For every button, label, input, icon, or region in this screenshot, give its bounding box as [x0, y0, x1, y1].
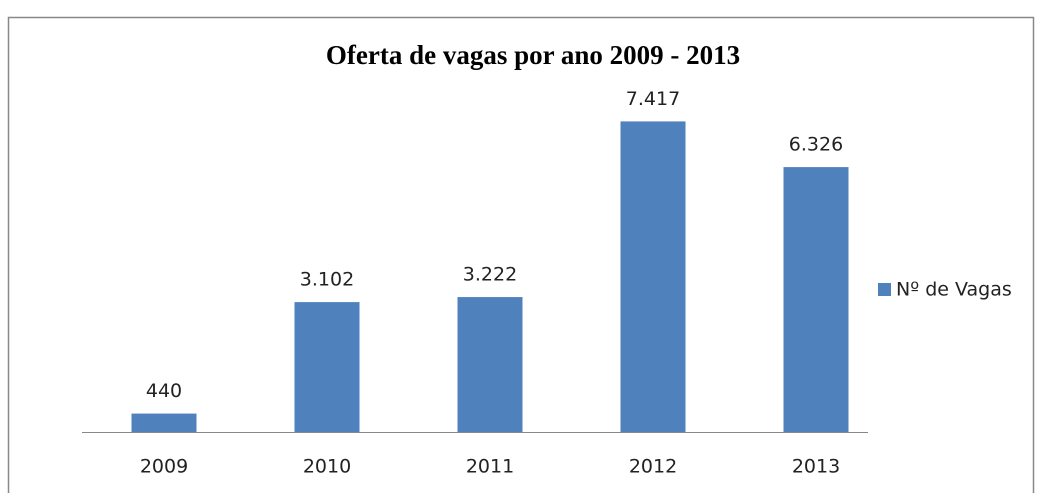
bar — [783, 167, 849, 432]
bar — [131, 413, 197, 432]
bar — [620, 121, 686, 433]
x-tick-label: 2011 — [466, 456, 514, 478]
value-label: 3.102 — [300, 269, 354, 291]
value-label: 3.222 — [463, 264, 517, 286]
value-label: 7.417 — [626, 88, 680, 110]
x-tick-label: 2013 — [792, 456, 840, 478]
x-tick-label: 2009 — [140, 456, 188, 478]
x-tick-label: 2012 — [629, 456, 677, 478]
legend-label: Nº de Vagas — [896, 279, 1012, 301]
value-label: 440 — [146, 380, 182, 402]
x-tick-label: 2010 — [303, 456, 351, 478]
legend-swatch — [878, 283, 891, 296]
bar — [294, 302, 360, 432]
value-label: 6.326 — [789, 134, 843, 156]
chart-title: Oferta de vagas por ano 2009 - 2013 — [326, 40, 740, 70]
bar — [457, 297, 523, 432]
